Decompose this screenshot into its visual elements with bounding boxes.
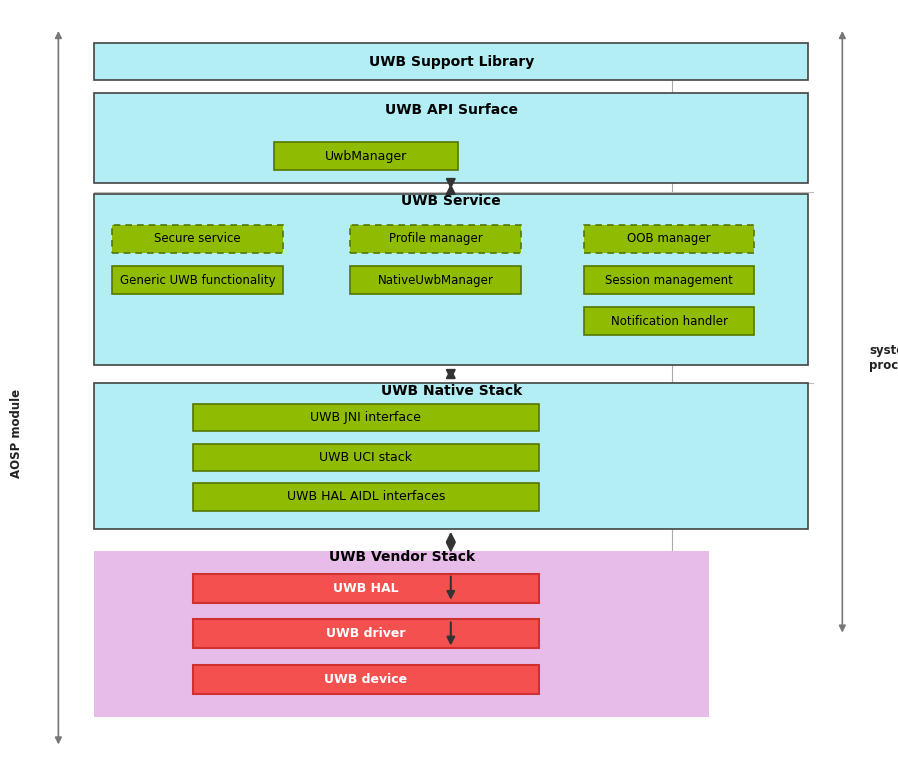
FancyBboxPatch shape	[94, 93, 808, 183]
FancyBboxPatch shape	[94, 383, 808, 529]
FancyBboxPatch shape	[193, 619, 539, 648]
Text: UWB Vendor Stack: UWB Vendor Stack	[329, 550, 475, 564]
Text: system_server
process: system_server process	[869, 344, 898, 371]
Text: UWB JNI interface: UWB JNI interface	[311, 411, 421, 425]
Text: Secure service: Secure service	[154, 232, 241, 246]
FancyBboxPatch shape	[584, 307, 754, 335]
FancyBboxPatch shape	[193, 574, 539, 603]
FancyBboxPatch shape	[350, 266, 521, 294]
FancyBboxPatch shape	[94, 551, 709, 717]
Text: UWB Service: UWB Service	[401, 194, 501, 208]
Text: Session management: Session management	[605, 273, 733, 287]
FancyBboxPatch shape	[193, 665, 539, 694]
Text: UWB device: UWB device	[324, 673, 408, 686]
FancyBboxPatch shape	[94, 194, 808, 365]
Text: Profile manager: Profile manager	[389, 232, 482, 246]
Text: OOB manager: OOB manager	[627, 232, 711, 246]
Text: UWB API Surface: UWB API Surface	[384, 103, 518, 117]
Text: AOSP module: AOSP module	[10, 389, 22, 479]
Text: UWB Support Library: UWB Support Library	[368, 55, 534, 68]
FancyBboxPatch shape	[584, 266, 754, 294]
FancyBboxPatch shape	[193, 444, 539, 471]
FancyBboxPatch shape	[274, 142, 458, 170]
Text: NativeUwbManager: NativeUwbManager	[377, 273, 494, 287]
FancyBboxPatch shape	[193, 483, 539, 511]
Text: UWB Native Stack: UWB Native Stack	[381, 384, 522, 398]
Text: UWB driver: UWB driver	[326, 627, 406, 641]
Text: UWB HAL: UWB HAL	[333, 581, 399, 595]
Text: Generic UWB functionality: Generic UWB functionality	[119, 273, 276, 287]
FancyBboxPatch shape	[193, 404, 539, 431]
FancyBboxPatch shape	[112, 225, 283, 253]
Text: UwbManager: UwbManager	[325, 149, 407, 163]
Text: Notification handler: Notification handler	[611, 314, 727, 328]
FancyBboxPatch shape	[584, 225, 754, 253]
FancyBboxPatch shape	[350, 225, 521, 253]
Text: UWB HAL AIDL interfaces: UWB HAL AIDL interfaces	[286, 490, 445, 504]
FancyBboxPatch shape	[94, 43, 808, 80]
Text: UWB UCI stack: UWB UCI stack	[320, 451, 412, 464]
FancyBboxPatch shape	[112, 266, 283, 294]
